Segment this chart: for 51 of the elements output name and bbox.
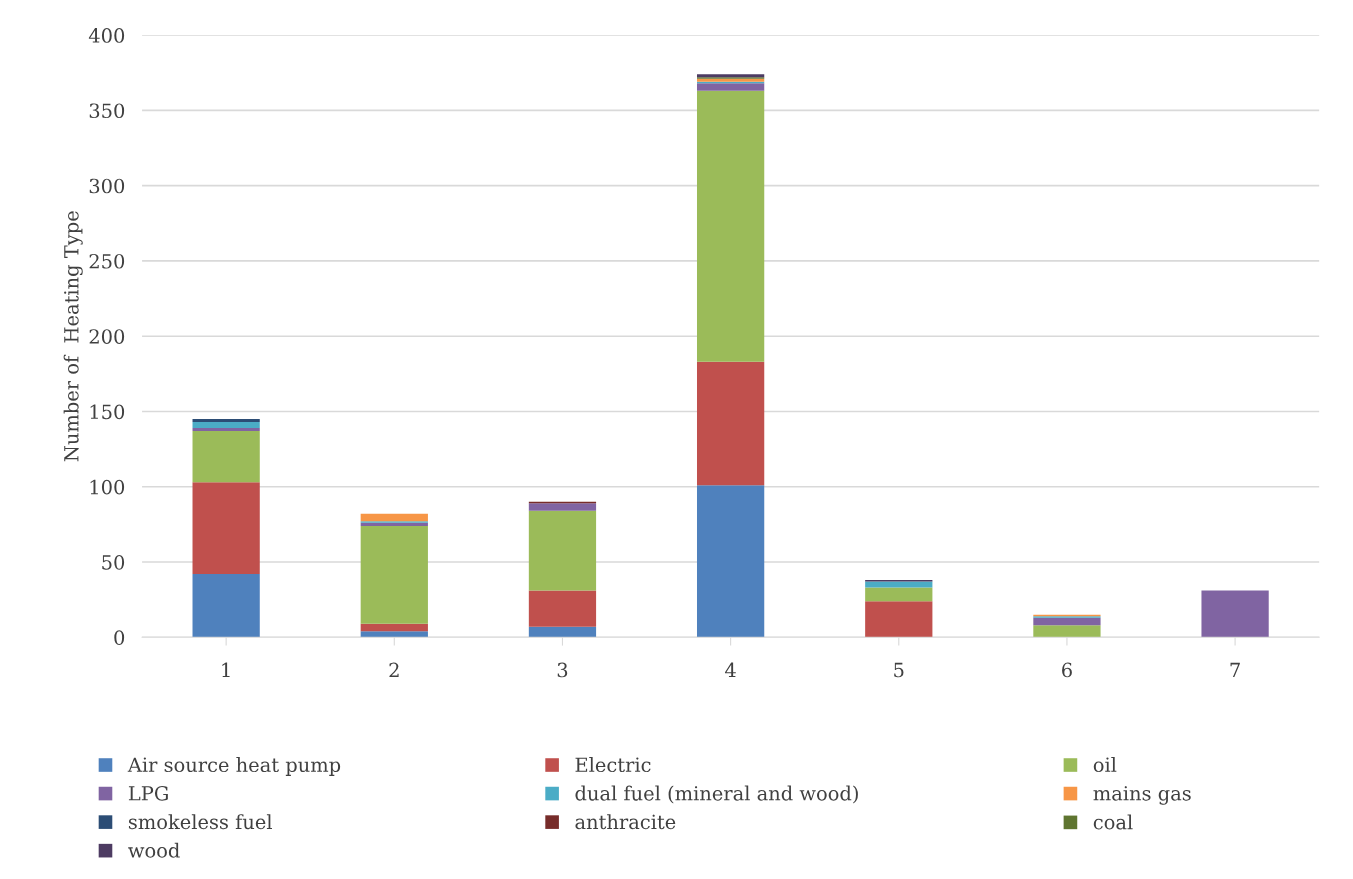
bar: [865, 587, 933, 602]
bar: [696, 485, 765, 638]
bar: [192, 431, 260, 483]
legend-label: Air source heat pump: [127, 757, 341, 776]
bar: [528, 510, 597, 591]
y-tick-label: 300: [89, 178, 125, 194]
y-tick-label: 50: [102, 554, 125, 570]
legend-label: coal: [1093, 814, 1133, 830]
x-tick-label: 4: [725, 662, 736, 678]
legend-label: smokeless fuel: [128, 814, 272, 830]
legend-label: anthracite: [575, 814, 676, 830]
x-tick-label: 1: [222, 662, 230, 678]
bar: [696, 90, 765, 362]
legend-label: oil: [1093, 757, 1117, 773]
y-tick-label: 400: [88, 28, 125, 43]
legend-label: Electric: [575, 757, 651, 773]
bar: [1033, 617, 1101, 626]
y-tick-label: 150: [90, 404, 125, 420]
x-tick-label: 5: [894, 662, 904, 678]
x-tick-label: 3: [557, 662, 568, 678]
x-tick-label: 6: [1062, 662, 1072, 678]
legend-label: mains gas: [1093, 786, 1191, 805]
y-tick-label: 0: [114, 630, 125, 645]
bar: [528, 590, 597, 627]
bar: [1033, 625, 1101, 638]
bar: [865, 581, 933, 588]
legend-label: LPG: [128, 785, 168, 801]
bar: [192, 422, 260, 429]
bar: [528, 626, 597, 638]
bar: [192, 482, 260, 575]
bar: [865, 601, 933, 638]
legend-label: wood: [128, 842, 180, 858]
x-tick-label: 7: [1230, 662, 1240, 678]
y-tick-label: 200: [89, 329, 125, 344]
bar: [360, 525, 428, 624]
bar: [360, 513, 428, 522]
bar: [192, 419, 260, 423]
bar: [528, 503, 597, 511]
bar: [696, 83, 765, 91]
y-tick-label: 250: [89, 253, 125, 269]
bar: [192, 574, 260, 638]
bar: [192, 428, 260, 432]
bar: [360, 623, 428, 632]
bar: [360, 631, 428, 638]
bar: [696, 361, 765, 486]
x-tick-label: 2: [389, 662, 399, 678]
y-axis-title: Number of Heating Type: [63, 211, 83, 462]
y-tick-label: 350: [89, 103, 125, 119]
bar: [1201, 590, 1269, 638]
y-tick-label: 100: [90, 479, 125, 495]
legend-label: dual fuel (mineral and wood): [575, 785, 858, 804]
